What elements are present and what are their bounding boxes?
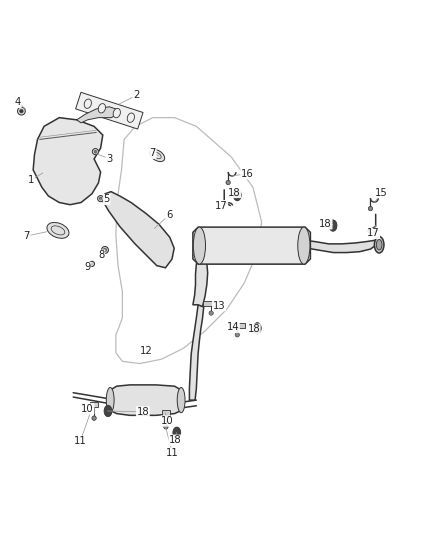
Polygon shape bbox=[189, 305, 204, 400]
Text: 17: 17 bbox=[215, 200, 228, 211]
Text: 18: 18 bbox=[228, 188, 240, 198]
Polygon shape bbox=[193, 261, 208, 306]
Polygon shape bbox=[230, 322, 245, 328]
Text: 11: 11 bbox=[74, 437, 87, 447]
Text: 1: 1 bbox=[28, 175, 34, 185]
Circle shape bbox=[18, 107, 25, 115]
Text: 15: 15 bbox=[375, 188, 388, 198]
Circle shape bbox=[235, 333, 240, 337]
Ellipse shape bbox=[253, 322, 261, 334]
Ellipse shape bbox=[150, 149, 165, 161]
Ellipse shape bbox=[233, 189, 241, 201]
Ellipse shape bbox=[376, 239, 382, 250]
Ellipse shape bbox=[84, 99, 92, 108]
Ellipse shape bbox=[104, 405, 112, 417]
Circle shape bbox=[92, 149, 99, 155]
Ellipse shape bbox=[374, 237, 384, 253]
Circle shape bbox=[164, 425, 168, 429]
Text: 17: 17 bbox=[367, 229, 379, 238]
Ellipse shape bbox=[98, 103, 106, 113]
Text: 11: 11 bbox=[166, 448, 179, 458]
Text: 13: 13 bbox=[213, 301, 225, 311]
Text: 3: 3 bbox=[106, 154, 113, 164]
Ellipse shape bbox=[329, 220, 337, 231]
Polygon shape bbox=[193, 227, 311, 264]
Ellipse shape bbox=[173, 427, 181, 439]
Polygon shape bbox=[110, 385, 182, 415]
Polygon shape bbox=[76, 92, 143, 129]
Polygon shape bbox=[306, 240, 377, 253]
Ellipse shape bbox=[177, 387, 185, 413]
Text: 7: 7 bbox=[150, 148, 156, 158]
Polygon shape bbox=[33, 118, 103, 205]
Text: 14: 14 bbox=[226, 322, 239, 333]
Ellipse shape bbox=[47, 222, 69, 238]
Text: 18: 18 bbox=[247, 324, 260, 334]
Text: 16: 16 bbox=[241, 169, 254, 179]
Circle shape bbox=[102, 246, 109, 254]
Circle shape bbox=[368, 206, 373, 211]
Circle shape bbox=[92, 416, 96, 421]
Circle shape bbox=[226, 180, 230, 184]
Circle shape bbox=[20, 109, 23, 113]
Text: 5: 5 bbox=[103, 195, 110, 205]
Text: 2: 2 bbox=[133, 91, 139, 100]
Circle shape bbox=[99, 197, 102, 200]
Text: 18: 18 bbox=[319, 219, 332, 229]
Text: 18: 18 bbox=[169, 435, 182, 445]
Text: 12: 12 bbox=[140, 346, 152, 356]
Circle shape bbox=[209, 311, 213, 315]
Polygon shape bbox=[90, 402, 99, 407]
Text: 8: 8 bbox=[99, 250, 105, 260]
Circle shape bbox=[98, 196, 104, 201]
Text: 9: 9 bbox=[85, 262, 91, 272]
Text: 7: 7 bbox=[24, 231, 30, 241]
Text: 10: 10 bbox=[161, 416, 174, 426]
Ellipse shape bbox=[106, 387, 114, 413]
Circle shape bbox=[94, 150, 97, 153]
Polygon shape bbox=[203, 301, 219, 306]
Polygon shape bbox=[162, 410, 170, 416]
Ellipse shape bbox=[127, 113, 134, 123]
Text: 10: 10 bbox=[81, 404, 94, 414]
Text: 18: 18 bbox=[137, 407, 149, 417]
Ellipse shape bbox=[193, 227, 205, 264]
Text: 6: 6 bbox=[166, 210, 172, 220]
Circle shape bbox=[103, 248, 107, 252]
Circle shape bbox=[89, 261, 95, 266]
Ellipse shape bbox=[113, 108, 120, 118]
Polygon shape bbox=[77, 107, 118, 123]
Text: 4: 4 bbox=[15, 98, 21, 108]
Polygon shape bbox=[102, 192, 174, 268]
Ellipse shape bbox=[298, 227, 310, 264]
